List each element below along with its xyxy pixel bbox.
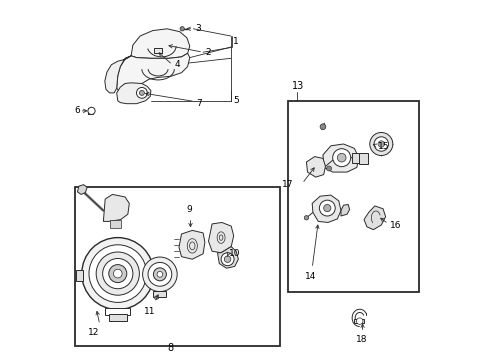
Text: 6: 6	[75, 107, 80, 115]
Circle shape	[113, 269, 122, 278]
Polygon shape	[103, 194, 129, 221]
Circle shape	[96, 252, 139, 295]
Bar	[76, 270, 82, 281]
Circle shape	[304, 216, 308, 220]
Text: 4: 4	[174, 60, 180, 69]
Circle shape	[142, 257, 177, 292]
Circle shape	[108, 265, 126, 283]
Circle shape	[221, 253, 234, 266]
Polygon shape	[311, 195, 340, 222]
Polygon shape	[131, 29, 189, 58]
Circle shape	[320, 124, 325, 130]
Polygon shape	[104, 56, 131, 93]
Text: 1: 1	[232, 37, 238, 46]
Circle shape	[326, 166, 331, 171]
Bar	[351, 153, 361, 163]
Circle shape	[332, 149, 350, 167]
Polygon shape	[322, 144, 358, 172]
Text: 7: 7	[196, 99, 202, 108]
Bar	[354, 319, 364, 323]
Polygon shape	[340, 204, 349, 216]
Polygon shape	[363, 206, 385, 230]
Polygon shape	[117, 83, 151, 104]
Bar	[153, 48, 162, 53]
Text: 8: 8	[167, 343, 173, 353]
Circle shape	[356, 318, 362, 324]
Polygon shape	[77, 185, 87, 194]
Text: 13: 13	[291, 81, 304, 91]
Circle shape	[89, 245, 146, 302]
Circle shape	[153, 268, 166, 281]
Circle shape	[377, 141, 384, 147]
Circle shape	[88, 107, 95, 114]
Text: 11: 11	[144, 307, 156, 316]
Bar	[153, 291, 166, 297]
Circle shape	[139, 90, 144, 95]
Bar	[287, 101, 418, 292]
Bar	[105, 308, 130, 315]
Circle shape	[154, 296, 158, 300]
Text: 9: 9	[186, 205, 192, 214]
Bar	[108, 314, 126, 321]
Circle shape	[319, 200, 335, 216]
Polygon shape	[306, 157, 325, 177]
Circle shape	[102, 258, 133, 289]
Text: 15: 15	[378, 143, 389, 152]
Circle shape	[148, 262, 171, 286]
Text: 14: 14	[304, 272, 315, 281]
Text: 10: 10	[229, 249, 241, 258]
Bar	[75, 187, 280, 346]
Polygon shape	[217, 247, 238, 268]
Circle shape	[323, 204, 330, 212]
Circle shape	[81, 238, 153, 310]
Polygon shape	[117, 53, 189, 94]
Circle shape	[373, 137, 387, 151]
Text: 2: 2	[204, 48, 210, 57]
Text: 16: 16	[389, 220, 401, 230]
Text: 12: 12	[88, 328, 100, 337]
Text: 17: 17	[282, 180, 293, 189]
Circle shape	[369, 132, 392, 156]
Text: 3: 3	[194, 23, 200, 32]
Text: 18: 18	[355, 335, 366, 344]
Bar	[358, 153, 367, 164]
Circle shape	[180, 27, 184, 31]
Circle shape	[136, 87, 147, 98]
Polygon shape	[179, 230, 204, 259]
Circle shape	[157, 271, 163, 277]
Bar	[110, 220, 121, 228]
Circle shape	[224, 256, 230, 262]
Text: 5: 5	[232, 96, 238, 105]
Polygon shape	[208, 222, 233, 253]
Circle shape	[337, 153, 346, 162]
